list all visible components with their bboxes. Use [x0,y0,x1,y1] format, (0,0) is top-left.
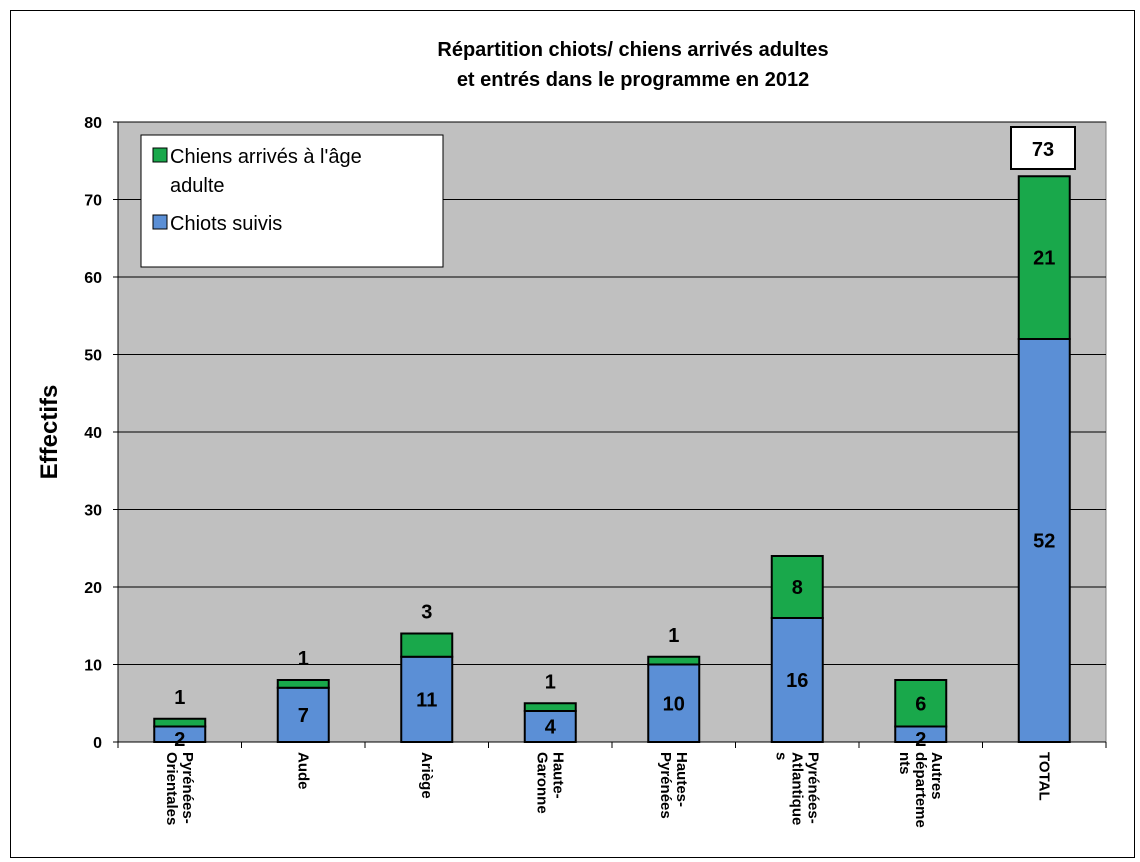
legend-swatch-puppies [152,214,168,230]
data-label-puppies: 52 [1033,531,1055,553]
chart-title-line1: Répartition chiots/ chiens arrivés adult… [437,39,828,61]
data-label-puppies: 2 [915,729,926,751]
bar-segment-adults [894,679,948,728]
legend-swatch-adult [152,147,168,163]
data-label-adults: 3 [421,602,432,624]
gridlines [118,121,1106,665]
bar-segment-adults [523,702,577,712]
bar-segment-puppies [1017,338,1071,743]
bar-segment-adults [1017,175,1071,340]
bar-segment-adults [276,679,330,689]
bar-segment-puppies [276,686,330,743]
legend-label-adult-line1: Chiens arrivés à l'âge [170,146,362,168]
bar-segment-adults [400,632,454,658]
data-label-puppies: 7 [298,705,309,727]
chart-title-line2: et entrés dans le programme en 2012 [457,69,809,91]
x-tick-label-line: TOTAL [1035,752,1052,801]
y-tick-label: 20 [84,580,102,597]
legend-box [140,134,444,268]
x-tick-label-line: Pyrénées [657,752,674,819]
data-label-puppies: 16 [786,670,808,692]
x-tick-label-line: Haute- [549,752,566,799]
data-label-adults: 1 [298,648,309,670]
x-tick-label: Hautes-Pyrénées [657,752,690,819]
x-tick-label: Ariège [418,752,435,799]
data-label-adults: 1 [174,687,185,709]
x-tick-label-line: Atlantique [788,752,805,825]
total-label: 73 [1032,139,1054,161]
x-tick-label-line: nts [896,752,913,775]
x-axis: Pyrénées-Orientales Aude Ariège Haute-Garon… [117,741,1107,828]
bar-segment-adults [770,555,824,619]
x-tick-label-line: Ariège [418,752,435,799]
data-label-adults: 8 [792,577,803,599]
data-label-adults: 21 [1033,248,1055,270]
data-label-adults: 6 [915,693,926,715]
y-tick-label: 50 [84,348,102,365]
y-tick-label: 80 [84,115,102,132]
total-box [1010,126,1076,170]
x-tick-label-line: Pyrénées- [804,752,821,824]
y-axis: 0 10 20 30 40 50 60 70 80 [84,115,119,752]
legend-label-puppies: Chiots suivis [170,213,282,235]
x-tick-label-line: s [772,752,789,760]
bar-segment-adults [153,717,207,728]
legend: Chiens arrivés à l'âge adulte Chiots sui… [140,134,444,268]
y-tick-label: 30 [84,503,102,520]
x-tick-label-line: Aude [294,752,311,790]
x-tick-label-line: Garonne [533,752,550,814]
y-tick-label: 60 [84,270,102,287]
bar-segment-adults [647,655,701,666]
x-tick-label: Pyrénées-Orientales [163,752,196,825]
data-label-puppies: 11 [416,689,437,711]
data-label-adults: 1 [545,671,556,693]
x-tick-label: Aude [294,752,311,790]
x-tick-label: TOTAL [1035,752,1052,801]
y-tick-label: 0 [93,735,102,752]
data-label-puppies: 2 [174,729,185,751]
data-label-adults: 1 [668,625,679,647]
x-tick-label-line: Pyrénées- [179,752,196,824]
y-tick-label: 10 [84,658,102,675]
x-tick-label-line: Hautes- [673,752,690,807]
data-label-puppies: 4 [545,717,557,739]
y-tick-label: 70 [84,193,102,210]
total-callout: 73 [1010,126,1076,170]
y-tick-label: 40 [84,425,102,442]
x-tick-label-line: Autres [928,752,945,800]
x-tick-label-line: départeme [912,752,929,828]
x-tick-label: Haute-Garonne [533,752,566,814]
legend-label-adult-line2: adulte [170,175,225,197]
bar-segment-puppies [400,655,454,743]
data-label-puppies: 10 [663,693,685,715]
y-axis-label: Effectifs [36,385,63,480]
x-tick-label-line: Orientales [163,752,180,825]
